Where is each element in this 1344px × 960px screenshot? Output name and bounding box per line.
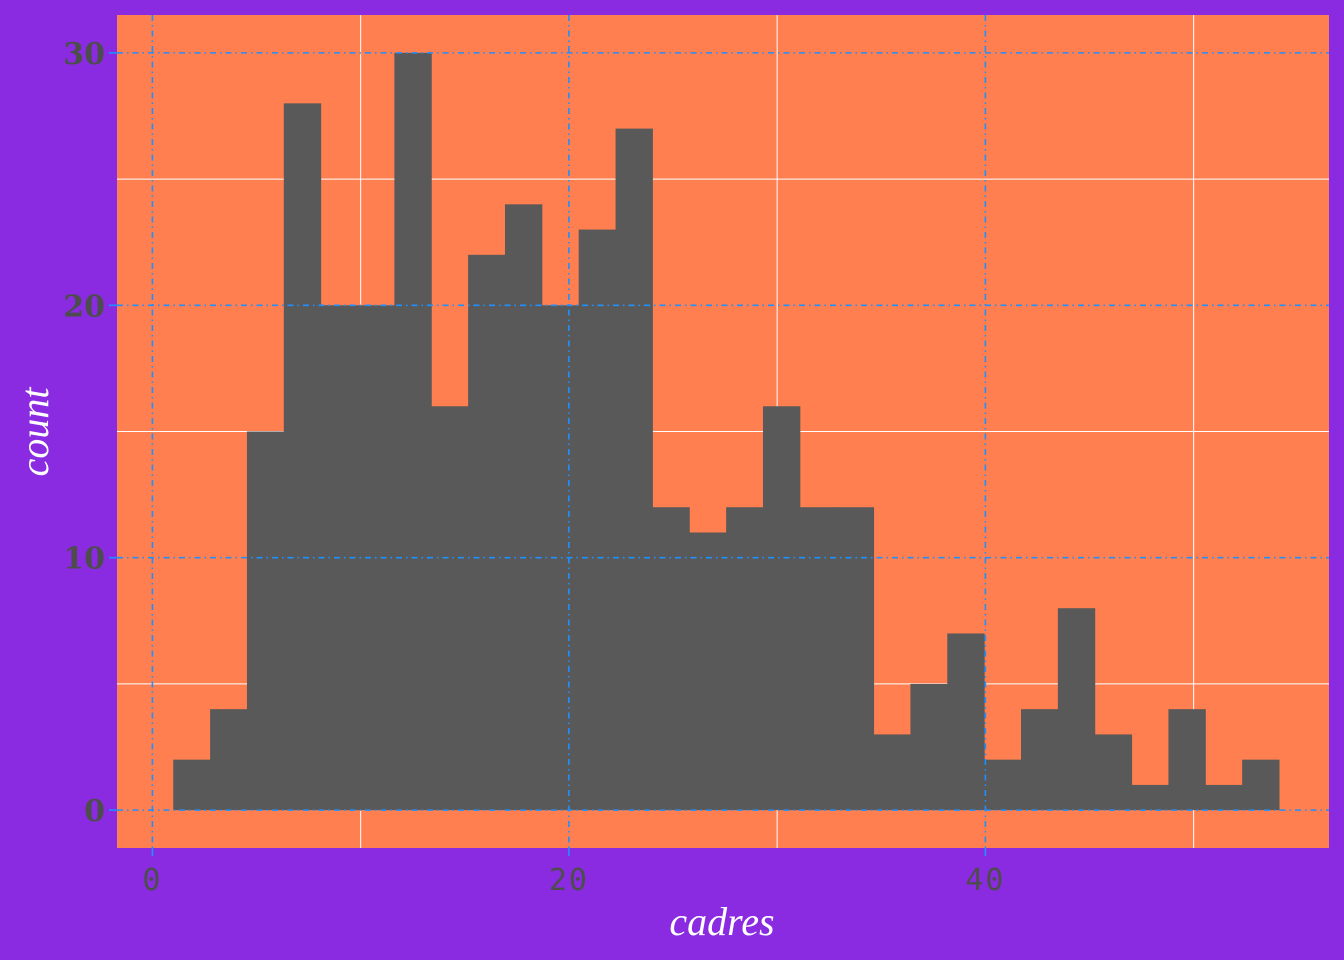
major-gridlines <box>117 15 1329 848</box>
histogram-bar-20 <box>873 734 911 811</box>
histogram-bar-25 <box>1057 608 1096 811</box>
x-tick-label: 0 <box>142 863 162 898</box>
x-tick-label: 40 <box>965 863 1005 898</box>
y-axis-title: count <box>12 387 57 477</box>
histogram-bar-9 <box>468 254 506 811</box>
histogram-bar-7 <box>394 52 432 811</box>
histogram-bar-12 <box>578 229 617 811</box>
histogram-bar-26 <box>1094 734 1133 811</box>
histogram-bars <box>173 52 1280 811</box>
histogram-bar-10 <box>504 204 543 811</box>
histogram-bar-19 <box>836 507 875 811</box>
y-tick-label: 0 <box>84 794 105 829</box>
x-tick-label: 20 <box>549 863 589 898</box>
histogram-bar-16 <box>726 507 764 811</box>
histogram-bar-27 <box>1131 784 1169 811</box>
histogram-bar-28 <box>1168 709 1206 811</box>
y-tick-label: 30 <box>63 37 105 72</box>
histogram-bar-1 <box>173 759 211 811</box>
histogram-bar-23 <box>984 759 1022 811</box>
histogram-bar-22 <box>947 633 985 811</box>
histogram-bar-13 <box>615 128 653 811</box>
histogram-bar-17 <box>762 406 801 811</box>
x-axis-title: cadres <box>669 899 774 944</box>
x-axis-ticks: 0 20 40 <box>142 848 1005 898</box>
y-tick-label: 10 <box>63 542 105 577</box>
histogram-bar-11 <box>541 305 580 811</box>
y-axis-ticks: 0 10 20 30 <box>63 37 117 829</box>
histogram-bar-24 <box>1021 709 1059 811</box>
histogram-bar-3 <box>246 431 285 811</box>
histogram-bar-29 <box>1205 784 1243 811</box>
histogram-bar-21 <box>910 683 948 811</box>
histogram-bar-8 <box>431 406 469 811</box>
histogram-bar-2 <box>210 709 248 811</box>
histogram-bar-14 <box>652 507 690 811</box>
histogram-bar-15 <box>689 532 727 811</box>
histogram-bar-4 <box>283 103 322 811</box>
y-tick-label: 20 <box>63 289 105 324</box>
histogram-bar-18 <box>799 507 838 811</box>
histogram-bar-30 <box>1242 759 1280 811</box>
